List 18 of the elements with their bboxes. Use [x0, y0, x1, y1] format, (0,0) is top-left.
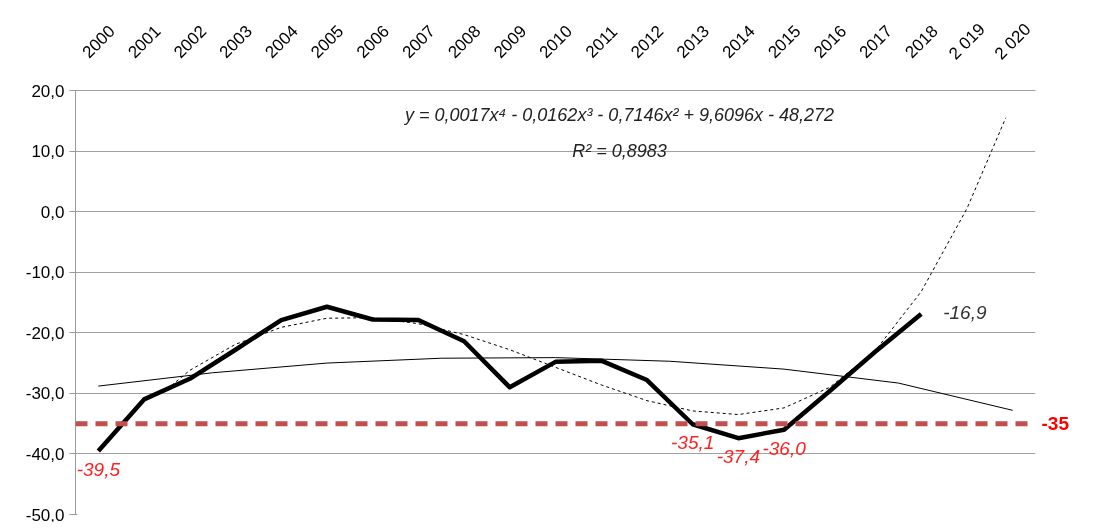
- y-tick-label: -10,0: [25, 263, 65, 283]
- y-tick-label: -30,0: [25, 384, 65, 404]
- data-label: -16,9: [943, 301, 987, 323]
- ref-line-label: -35: [1041, 413, 1070, 435]
- y-tick-label: 10,0: [31, 142, 65, 162]
- x-tick-label: 2 020: [990, 19, 1035, 64]
- annotation: R² = 0,8983: [572, 141, 667, 162]
- y-tick-label: -40,0: [25, 444, 65, 464]
- data-label: -39,5: [76, 458, 121, 480]
- annotation: y = 0,0017x⁴ - 0,0162x³ - 0,7146x² + 9,6096x - 48,272: [402, 104, 835, 125]
- y-tick-label: 20,0: [31, 81, 65, 101]
- data-label: -37,4: [716, 446, 761, 468]
- y-tick-label: -50,0: [25, 505, 65, 525]
- y-tick-label: 0,0: [40, 202, 65, 222]
- y-tick-label: -20,0: [25, 323, 65, 343]
- data-label: -35,1: [670, 432, 715, 454]
- data-label: -36,0: [762, 437, 807, 459]
- x-tick-label: 2 019: [945, 19, 989, 64]
